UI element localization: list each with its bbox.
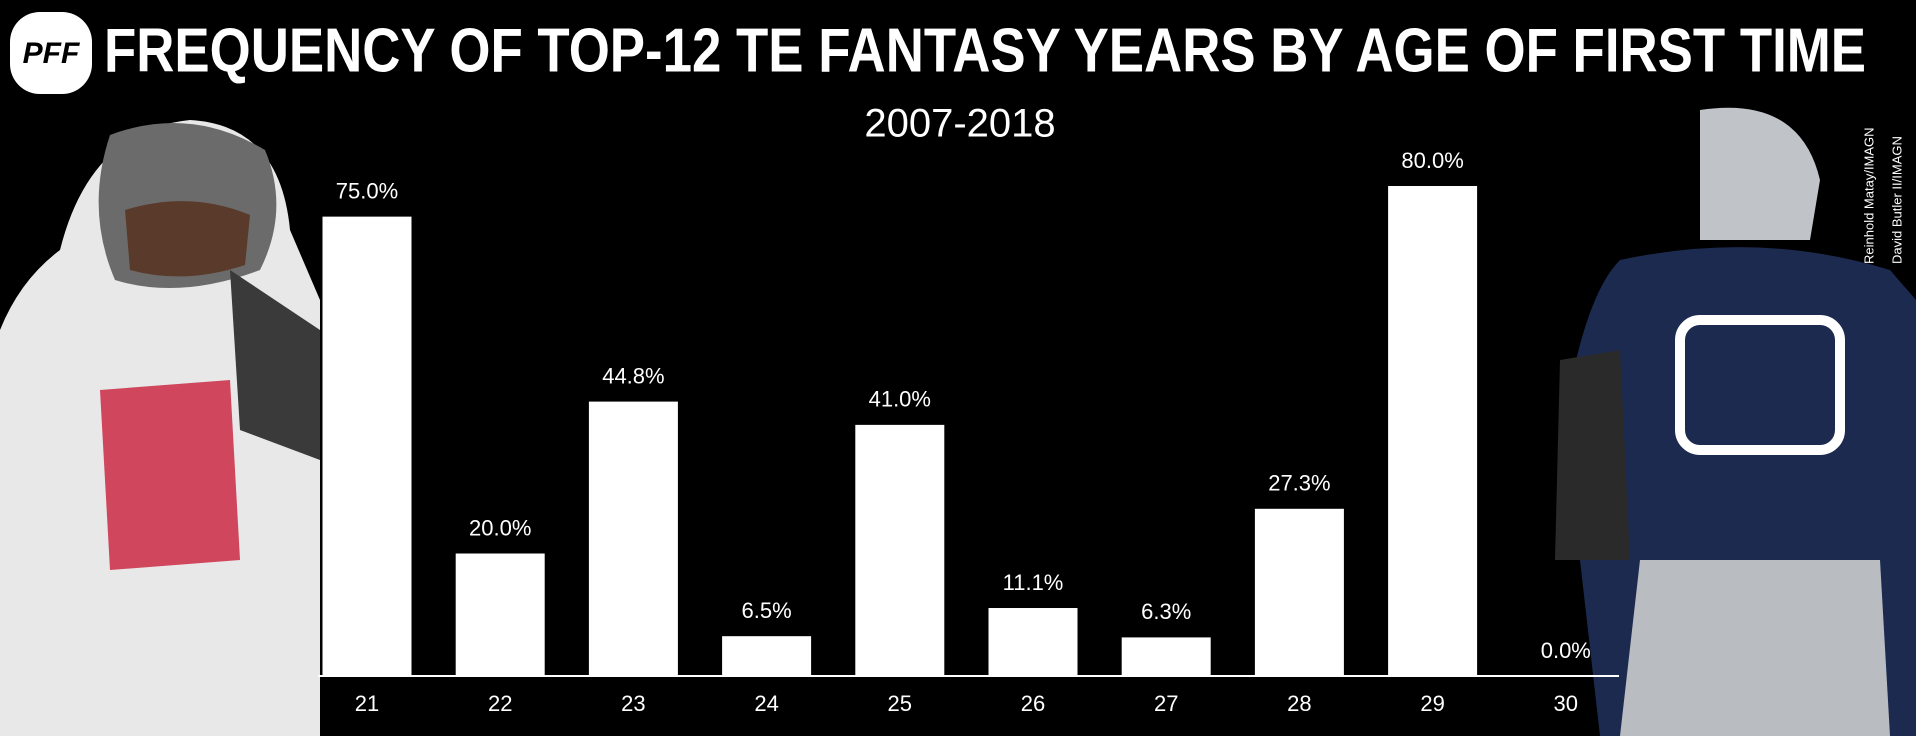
value-label: 80.0%	[1401, 148, 1463, 173]
bar	[322, 216, 412, 676]
bar	[1254, 508, 1344, 676]
right-player-photo	[1555, 107, 1916, 736]
x-tick-label: 26	[1021, 691, 1045, 716]
x-tick-label: 24	[754, 691, 778, 716]
bar	[588, 401, 678, 676]
x-tick-label: 27	[1154, 691, 1178, 716]
value-label: 0.0%	[1541, 638, 1591, 663]
value-label: 41.0%	[869, 387, 931, 412]
x-tick-label: 28	[1287, 691, 1311, 716]
value-label: 11.1%	[1003, 570, 1064, 595]
x-tick-label: 29	[1420, 691, 1444, 716]
value-label: 20.0%	[469, 515, 531, 540]
bar	[1121, 637, 1211, 676]
photo-credit: Reinhold Matay/IMAGN	[1861, 127, 1876, 264]
bar	[455, 553, 545, 676]
value-label: 44.8%	[602, 363, 664, 388]
left-player-photo	[0, 120, 320, 736]
x-tick-label: 30	[1554, 691, 1578, 716]
value-label: 6.5%	[742, 598, 792, 623]
x-tick-label: 23	[621, 691, 645, 716]
x-tick-label: 25	[888, 691, 912, 716]
bar	[988, 608, 1078, 676]
value-label: 27.3%	[1268, 471, 1330, 496]
logo: PFF	[23, 37, 80, 70]
chart-subtitle: 2007-2018	[864, 102, 1055, 146]
bar	[855, 424, 945, 676]
logo-badge	[10, 12, 92, 94]
photo-credit: David Butler II/IMAGN	[1889, 136, 1904, 264]
bar	[722, 636, 812, 676]
bar	[1388, 186, 1478, 676]
x-tick-label: 21	[355, 691, 379, 716]
value-label: 6.3%	[1141, 599, 1191, 624]
chart-title: FREQUENCY OF TOP-12 TE FANTASY YEARS BY …	[104, 16, 1866, 85]
x-tick-label: 22	[488, 691, 512, 716]
value-label: 75.0%	[336, 178, 398, 203]
